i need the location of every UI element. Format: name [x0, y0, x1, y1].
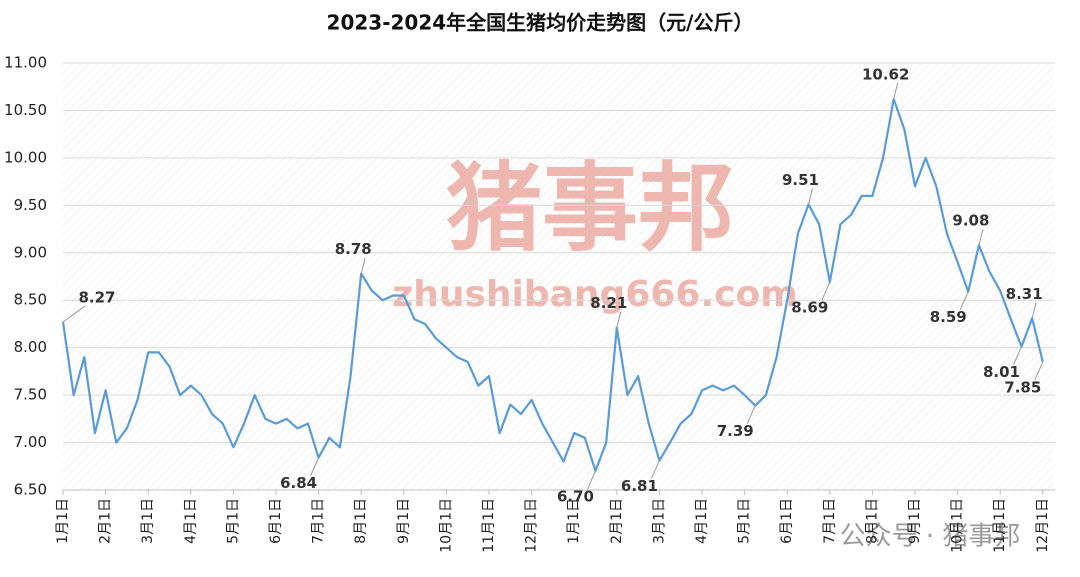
- x-tick-label: 10月1日: [950, 498, 966, 553]
- label-leader: [746, 405, 756, 424]
- x-tick-label: 3月1日: [651, 498, 667, 544]
- data-label: 8.31: [1006, 285, 1043, 303]
- label-leader: [808, 188, 813, 205]
- data-label: 10.62: [862, 66, 909, 84]
- x-tick-label: 1月1日: [566, 498, 582, 544]
- data-label: 9.51: [782, 171, 819, 189]
- x-tick-label: 12月1日: [1035, 498, 1051, 553]
- x-tick-label: 8月1日: [864, 498, 880, 544]
- data-label: 8.59: [930, 308, 967, 326]
- plot-background: [63, 63, 1055, 490]
- watermark: 公众号 · 猪事邦: [840, 522, 1021, 552]
- label-leader: [1031, 302, 1037, 319]
- data-label: 7.39: [717, 422, 754, 440]
- x-tick-label: 2月1日: [98, 498, 114, 544]
- label-leader: [310, 457, 320, 476]
- x-tick-label: 7月1日: [822, 498, 838, 544]
- data-label: 8.27: [78, 289, 115, 307]
- data-label: 6.81: [621, 477, 658, 495]
- label-leader: [821, 281, 831, 301]
- y-tick-label: 10.00: [4, 148, 47, 166]
- y-tick-label: 7.00: [14, 433, 47, 451]
- x-tick-label: 11月1日: [481, 498, 497, 553]
- label-leader: [959, 291, 969, 310]
- x-tick-label: 3月1日: [140, 498, 156, 544]
- x-tick-label: 5月1日: [737, 498, 753, 544]
- y-tick-label: 10.50: [4, 101, 47, 119]
- data-label: 6.84: [280, 474, 317, 492]
- x-tick-label: 5月1日: [225, 498, 241, 544]
- data-label: 8.78: [335, 240, 372, 258]
- label-leader: [616, 311, 622, 328]
- y-tick-label: 9.50: [14, 196, 47, 214]
- data-label: 8.21: [590, 294, 627, 312]
- data-label: 6.70: [557, 488, 594, 506]
- x-tick-label: 8月1日: [353, 498, 369, 544]
- data-label: 8.69: [791, 299, 828, 317]
- chart-title: 2023-2024年全国生猪均价走势图（元/公斤）: [327, 11, 754, 35]
- data-label: 8.01: [983, 363, 1020, 381]
- y-tick-label: 7.50: [14, 386, 47, 404]
- x-tick-label: 12月1日: [524, 498, 540, 553]
- y-tick-label: 8.00: [14, 338, 47, 356]
- label-leader: [1013, 346, 1022, 365]
- x-tick-label: 2月1日: [609, 498, 625, 544]
- x-tick-label: 11月1日: [992, 498, 1008, 553]
- data-label: 9.08: [952, 212, 989, 230]
- y-tick-label: 11.00: [4, 54, 47, 72]
- label-leader: [893, 82, 899, 100]
- x-tick-label: 9月1日: [907, 498, 923, 544]
- x-tick-label: 4月1日: [694, 498, 710, 544]
- label-leader: [1034, 361, 1044, 381]
- x-tick-label: 6月1日: [779, 498, 795, 544]
- data-label: 7.85: [1004, 378, 1041, 396]
- x-tick-label: 7月1日: [311, 498, 327, 544]
- y-tick-label: 9.00: [14, 243, 47, 261]
- label-leader: [650, 460, 660, 479]
- label-leader: [587, 470, 596, 490]
- x-tick-label: 1月1日: [55, 498, 71, 544]
- x-tick-label: 9月1日: [396, 498, 412, 544]
- price-line: [61, 97, 1044, 473]
- x-tick-label: 10月1日: [438, 498, 454, 553]
- y-tick-label: 6.50: [14, 481, 47, 499]
- watermark: zhushibang666.com: [392, 274, 797, 315]
- watermark: 猪事邦: [446, 152, 734, 264]
- label-leader: [978, 229, 984, 246]
- label-leader: [62, 305, 86, 323]
- y-tick-label: 8.50: [14, 291, 47, 309]
- label-leader: [360, 257, 366, 274]
- x-tick-label: 4月1日: [183, 498, 199, 544]
- x-tick-label: 6月1日: [268, 498, 284, 544]
